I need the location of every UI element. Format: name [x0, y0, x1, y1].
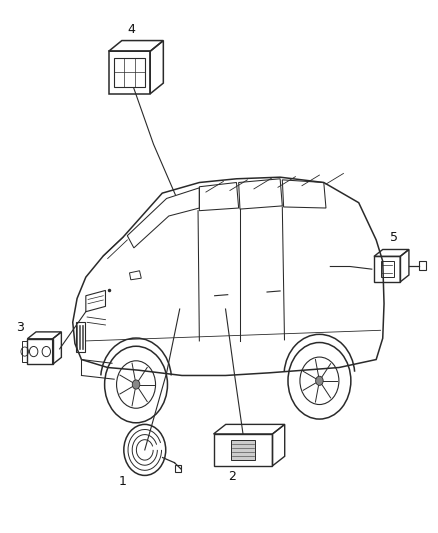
Text: 5: 5 — [390, 231, 398, 244]
Text: 1: 1 — [119, 475, 127, 488]
Circle shape — [316, 376, 323, 385]
Text: 3: 3 — [16, 321, 24, 334]
Polygon shape — [231, 440, 255, 461]
Circle shape — [132, 380, 140, 389]
Text: 4: 4 — [128, 23, 136, 36]
Text: 2: 2 — [228, 470, 236, 483]
